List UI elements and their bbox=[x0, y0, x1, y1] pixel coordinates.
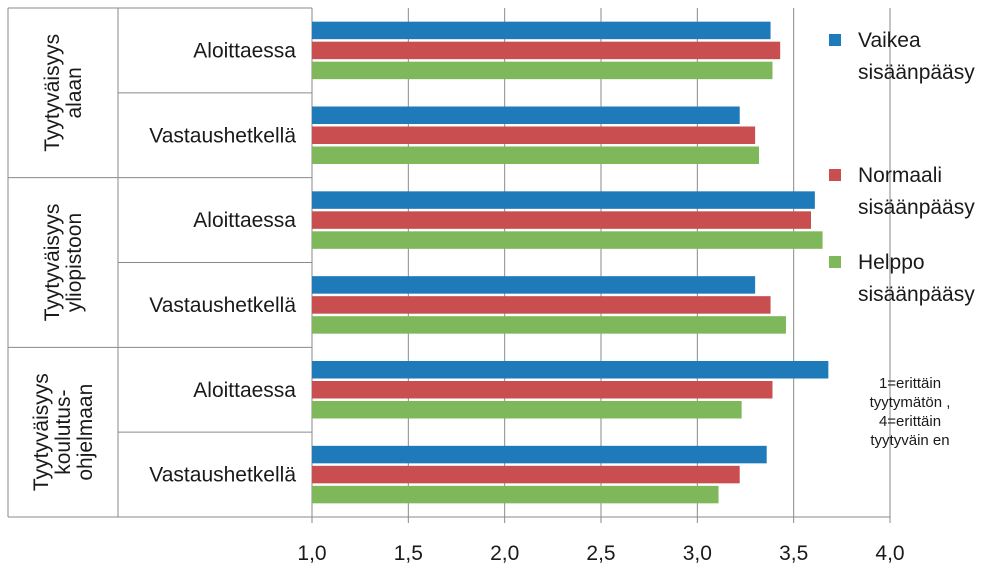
bar bbox=[312, 465, 740, 484]
legend-swatch bbox=[829, 256, 841, 268]
bar bbox=[312, 21, 771, 40]
chart-frame bbox=[7, 7, 891, 523]
x-axis-ticks: 1,0 1,5 2,0 2,5 3,0 3,5 4,0 bbox=[297, 542, 904, 565]
bar bbox=[312, 401, 742, 419]
bar bbox=[312, 445, 767, 464]
x-tick-label: 3,5 bbox=[779, 542, 808, 565]
bar bbox=[312, 361, 829, 379]
scale-note: 1=erittäin tyytymätön , 4=erittäin tyytyväi… bbox=[870, 375, 951, 449]
category-label: Aloittaessa bbox=[193, 39, 296, 62]
x-tick-label: 4,0 bbox=[875, 542, 904, 565]
bar bbox=[312, 126, 756, 144]
category-label: Vastaushetkellä bbox=[149, 464, 296, 487]
group-label-line: Tyytyväisyys bbox=[41, 34, 64, 152]
group-label: Tyytyväisyysalaan bbox=[41, 34, 86, 152]
category-labels: Aloittaessa Vastaushetkellä Aloittaessa Vas… bbox=[149, 39, 296, 486]
x-tick-label: 3,0 bbox=[683, 542, 712, 565]
bar bbox=[312, 276, 756, 294]
group-label-line: yliopistoon bbox=[63, 213, 86, 312]
category-label: Vastaushetkellä bbox=[149, 124, 296, 147]
group-label-line: Tyytyväisyys bbox=[30, 373, 53, 491]
legend-label: Helppo bbox=[858, 251, 925, 274]
group-label: Tyytyväisyysyliopistoon bbox=[41, 204, 86, 322]
bar bbox=[312, 106, 740, 124]
group-label-line: koulutus- bbox=[52, 390, 75, 475]
bar bbox=[312, 61, 773, 80]
bar bbox=[312, 381, 773, 399]
bar bbox=[312, 211, 812, 229]
group-labels: TyytyväisyysalaanTyytyväisyysyliopistoon… bbox=[30, 34, 97, 491]
bar bbox=[312, 146, 759, 164]
bar bbox=[312, 296, 771, 314]
legend-label: sisäänpääsy bbox=[858, 61, 975, 84]
group-label-line: alaan bbox=[63, 67, 86, 118]
legend-label: sisäänpääsy bbox=[858, 196, 975, 219]
x-tick-label: 1,0 bbox=[297, 542, 326, 565]
bar bbox=[312, 41, 781, 60]
bar bbox=[312, 316, 786, 334]
group-label: Tyytyväisyyskoulutus-ohjelmaan bbox=[30, 373, 97, 491]
bar bbox=[312, 231, 823, 249]
legend: Vaikea sisäänpääsy Normaali sisäänpääsy Help… bbox=[829, 29, 975, 306]
category-label: Vastaushetkellä bbox=[149, 294, 296, 317]
scale-note-line: 1=erittäin bbox=[879, 375, 941, 392]
legend-label: Normaali bbox=[858, 164, 942, 187]
legend-swatch bbox=[829, 34, 841, 46]
legend-label: Vaikea bbox=[858, 29, 921, 52]
scale-note-line: 4=erittäin bbox=[879, 413, 941, 430]
scale-note-line: tyytyväin en bbox=[870, 432, 949, 449]
legend-swatch bbox=[829, 169, 841, 181]
scale-note-line: tyytymätön , bbox=[870, 394, 951, 411]
x-tick-label: 1,5 bbox=[394, 542, 423, 565]
legend-label: sisäänpääsy bbox=[858, 283, 975, 306]
x-tick-label: 2,5 bbox=[586, 542, 615, 565]
category-label: Aloittaessa bbox=[193, 209, 296, 232]
chart-bars bbox=[312, 21, 829, 504]
chart-gridlines bbox=[407, 8, 891, 517]
x-tick-label: 2,0 bbox=[490, 542, 519, 565]
bar bbox=[312, 485, 719, 504]
bar bbox=[312, 191, 815, 209]
category-label: Aloittaessa bbox=[193, 379, 296, 402]
group-label-line: Tyytyväisyys bbox=[41, 204, 64, 322]
group-label-line: ohjelmaan bbox=[74, 384, 97, 481]
